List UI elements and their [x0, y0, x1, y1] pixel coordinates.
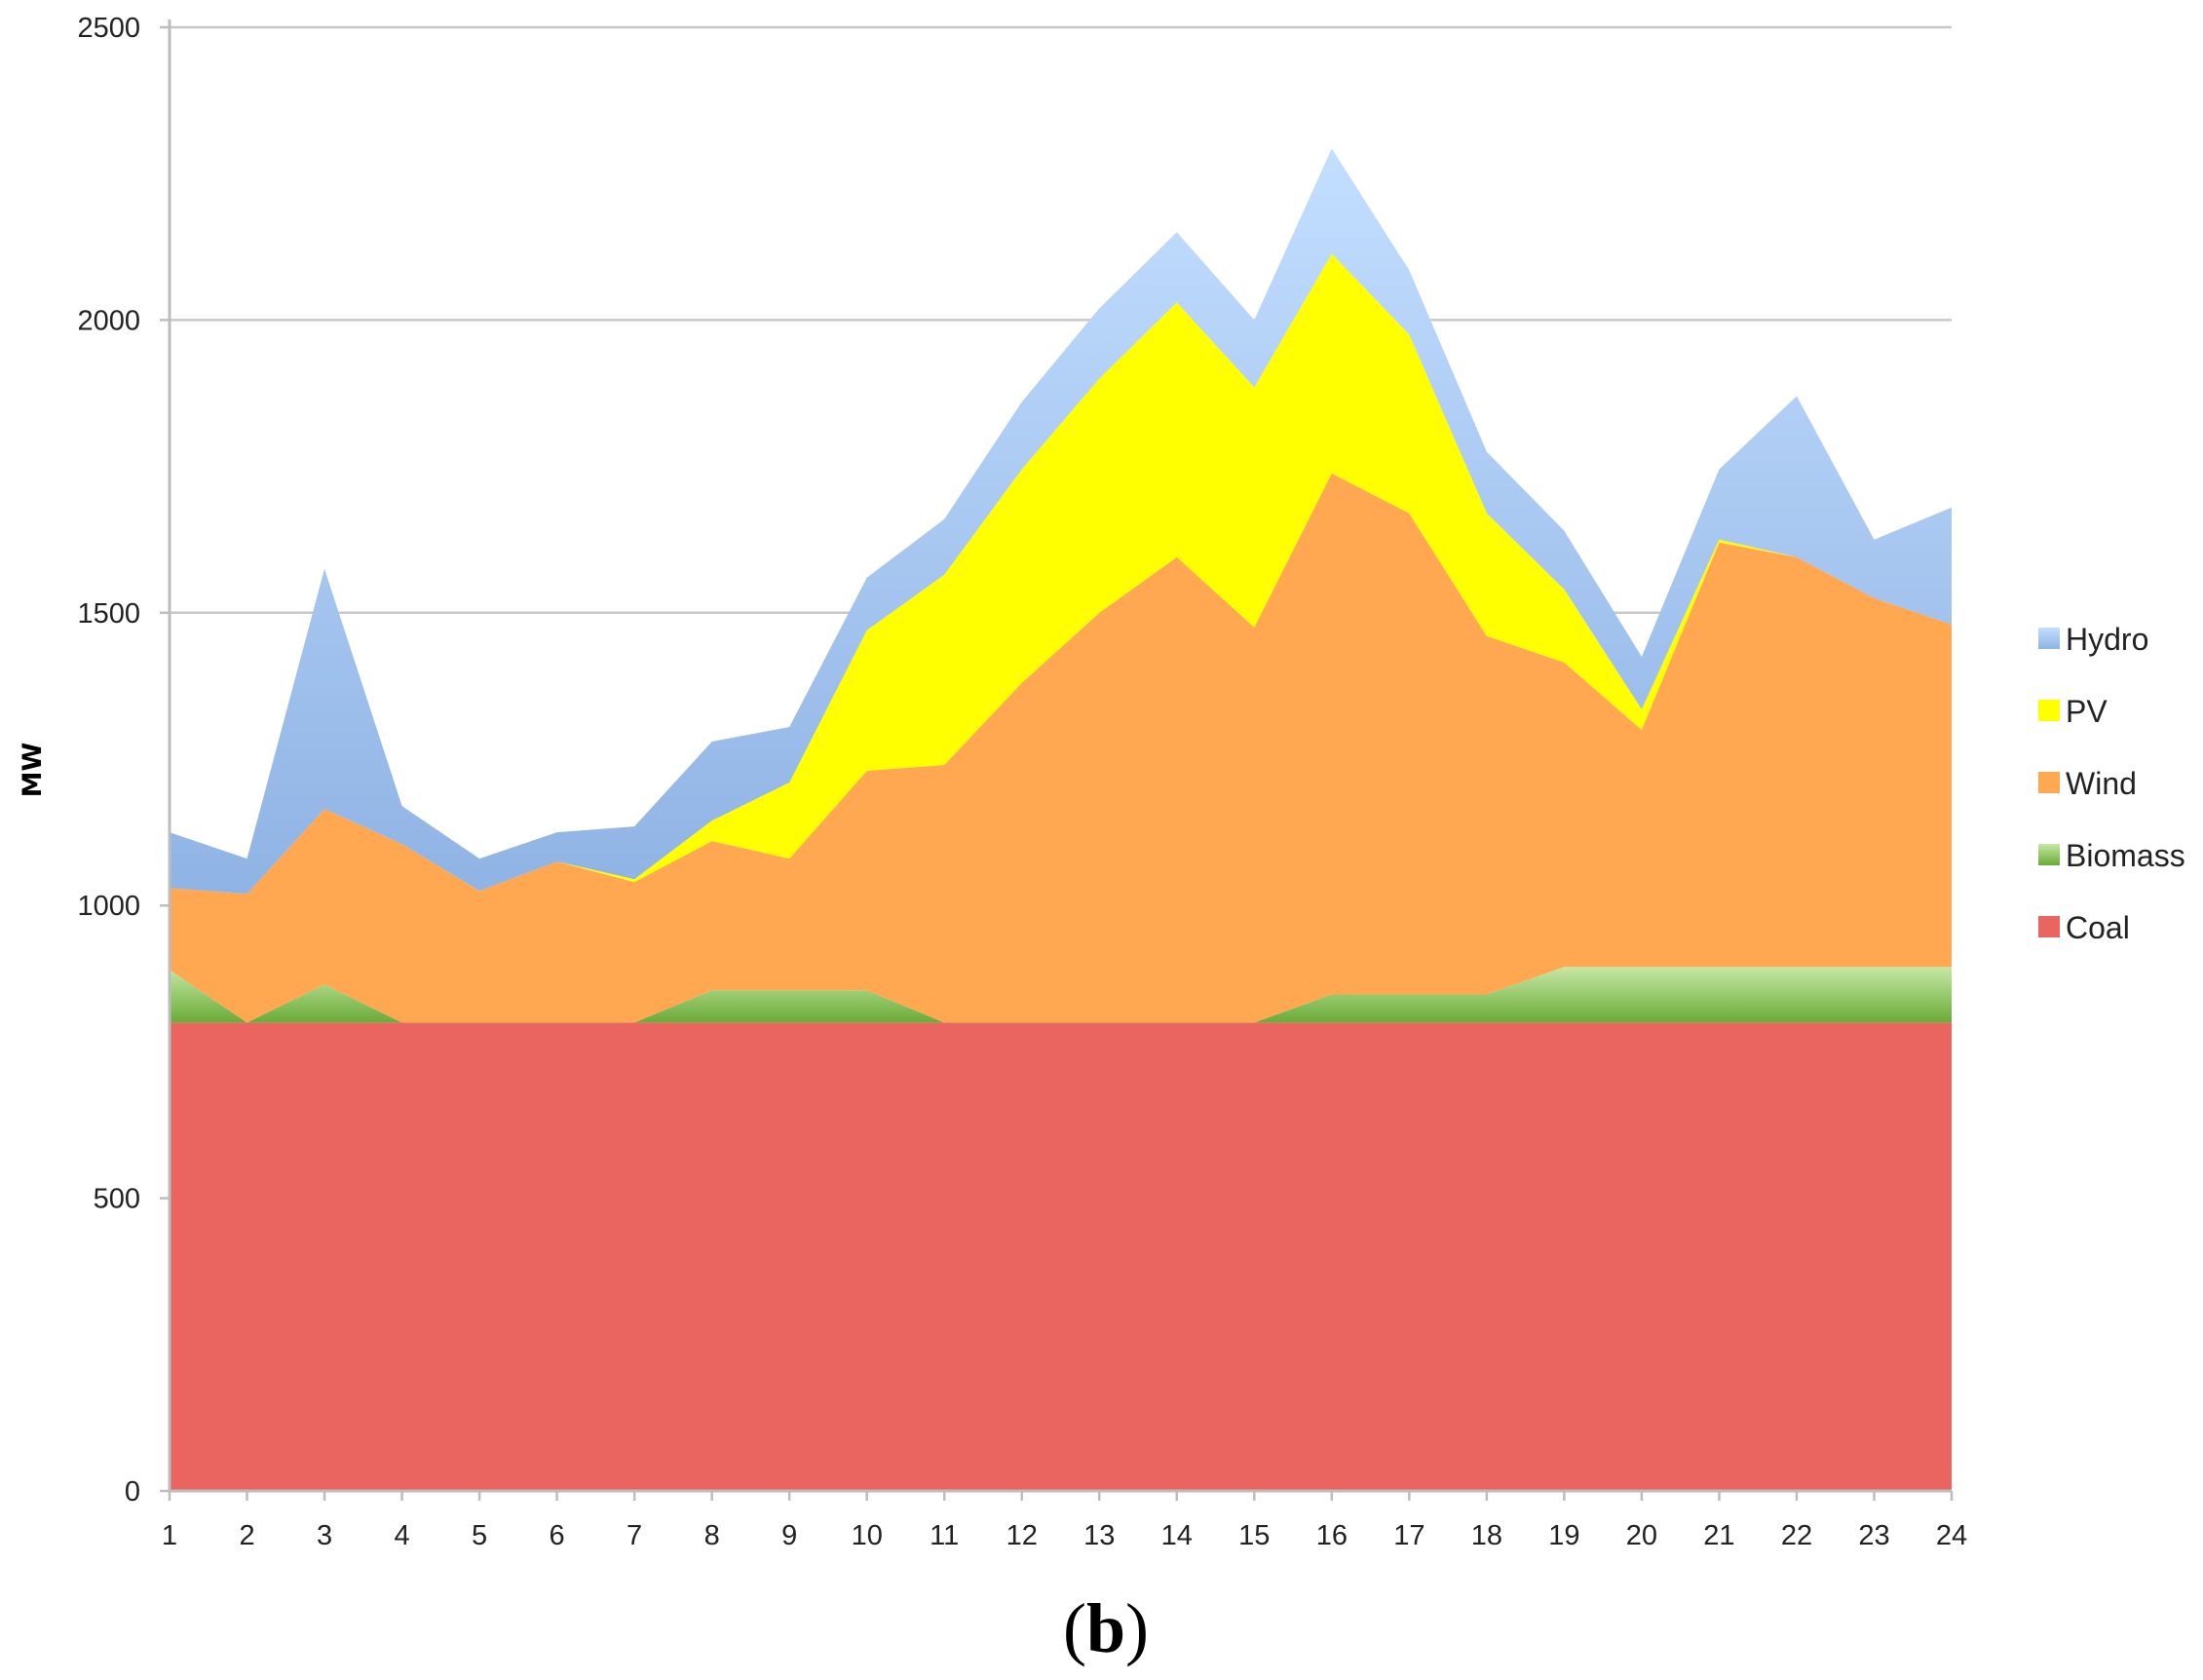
legend-item-hydro: Hydro — [2038, 622, 2148, 657]
x-tick-label-2: 2 — [239, 1520, 254, 1551]
legend-swatch-coal — [2038, 916, 2060, 937]
x-tick-label-13: 13 — [1083, 1520, 1115, 1551]
x-tick-label-20: 20 — [1626, 1520, 1657, 1551]
y-tick-label-0: 0 — [125, 1476, 140, 1508]
x-tick-label-22: 22 — [1781, 1520, 1812, 1551]
x-tick-label-7: 7 — [627, 1520, 642, 1551]
x-tick-label-1: 1 — [162, 1520, 177, 1551]
x-tick-label-15: 15 — [1238, 1520, 1270, 1551]
axes — [168, 19, 1952, 1493]
x-tick-label-12: 12 — [1007, 1520, 1038, 1551]
legend-item-biomass: Biomass — [2038, 838, 2185, 873]
x-tick-label-6: 6 — [550, 1520, 565, 1551]
x-tick-label-17: 17 — [1393, 1520, 1424, 1551]
x-tick-label-9: 9 — [781, 1520, 797, 1551]
x-tick-label-21: 21 — [1703, 1520, 1734, 1551]
area-wind — [170, 473, 1952, 1023]
x-tick-label-8: 8 — [704, 1520, 720, 1551]
x-tick-label-14: 14 — [1161, 1520, 1193, 1551]
legend-label-hydro: Hydro — [2066, 622, 2148, 657]
x-tick-label-10: 10 — [852, 1520, 883, 1551]
x-tick-label-24: 24 — [1936, 1520, 1967, 1551]
legend-label-coal: Coal — [2066, 910, 2130, 945]
y-tick-label-1000: 1000 — [77, 891, 140, 922]
y-tick-label-500: 500 — [94, 1184, 140, 1215]
y-axis-label: MW — [18, 743, 48, 798]
x-tick-label-19: 19 — [1548, 1520, 1579, 1551]
y-tick-label-2500: 2500 — [77, 13, 140, 44]
legend-label-pv: PV — [2066, 694, 2108, 729]
legend: Hydro PV Wind Biomass Coal — [2038, 622, 2185, 945]
legend-swatch-wind — [2038, 772, 2060, 793]
x-tick-label-4: 4 — [394, 1520, 409, 1551]
y-tick-label-2000: 2000 — [77, 305, 140, 336]
legend-swatch-biomass — [2038, 844, 2060, 865]
panel-label-letter: b — [1086, 1589, 1125, 1667]
x-axis-ticks: 1 2 3 4 5 6 7 8 9 10 11 12 13 14 15 16 17 18 19 20 21 22 23 24 — [162, 1491, 1967, 1551]
area-pv — [170, 253, 1952, 895]
legend-swatch-hydro — [2038, 628, 2060, 649]
x-tick-label-23: 23 — [1858, 1520, 1889, 1551]
legend-item-wind: Wind — [2038, 766, 2137, 801]
area-biomass — [170, 967, 1952, 1023]
area-hydro — [170, 148, 1952, 895]
y-axis-ticks: 0 500 1000 1500 2000 2500 — [77, 13, 170, 1508]
x-tick-label-5: 5 — [472, 1520, 487, 1551]
legend-swatch-pv — [2038, 700, 2060, 721]
panel-label-close: ) — [1125, 1589, 1149, 1667]
legend-label-wind: Wind — [2066, 766, 2137, 801]
x-tick-label-3: 3 — [317, 1520, 332, 1551]
legend-item-pv: PV — [2038, 694, 2108, 729]
panel-label-open: ( — [1063, 1589, 1086, 1667]
x-tick-label-16: 16 — [1316, 1520, 1348, 1551]
legend-label-biomass: Biomass — [2066, 838, 2185, 873]
panel-label: (b) — [1063, 1589, 1149, 1667]
area-coal — [170, 1022, 1952, 1491]
x-tick-label-11: 11 — [930, 1520, 959, 1551]
plot-areas — [170, 148, 1952, 1491]
x-tick-label-18: 18 — [1471, 1520, 1502, 1551]
y-tick-label-1500: 1500 — [77, 598, 140, 630]
legend-item-coal: Coal — [2038, 910, 2130, 945]
